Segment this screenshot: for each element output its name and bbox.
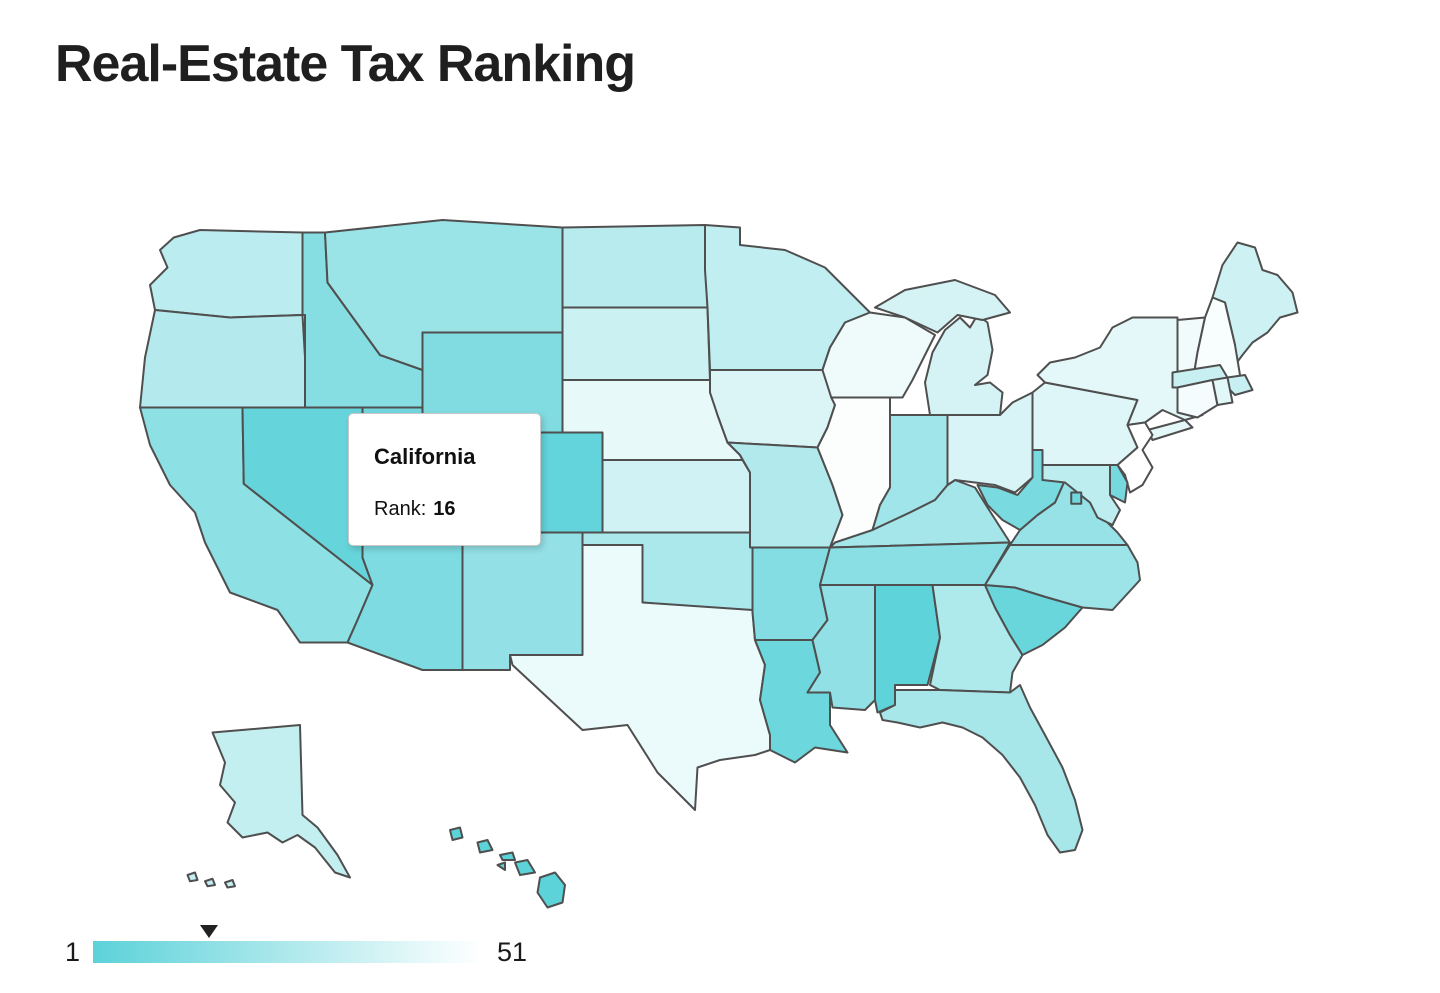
state-NY[interactable]	[1146, 419, 1194, 441]
legend-gradient-bar	[93, 941, 481, 963]
state-AK[interactable]	[186, 871, 199, 883]
state-HI[interactable]	[514, 859, 536, 876]
state-HI[interactable]	[536, 871, 566, 909]
state-NM[interactable]	[461, 531, 584, 671]
legend-marker-triangle-icon	[200, 925, 219, 938]
state-KS[interactable]	[601, 459, 751, 534]
state-AK[interactable]	[204, 877, 216, 888]
tooltip-rank-value: 16	[433, 498, 456, 520]
state-AR[interactable]	[751, 546, 831, 641]
state-HI[interactable]	[499, 851, 516, 861]
legend-max-label: 51	[497, 937, 528, 967]
tooltip-state-name: California	[374, 444, 476, 469]
state-HI[interactable]	[476, 839, 494, 854]
state-AZ[interactable]	[346, 531, 464, 671]
state-MI[interactable]	[874, 279, 1011, 334]
state-DC[interactable]	[1070, 491, 1083, 505]
state-NJ[interactable]	[1116, 421, 1154, 494]
state-tooltip: California Rank: 16	[348, 413, 541, 546]
state-NC[interactable]	[984, 544, 1141, 611]
state-HI[interactable]	[496, 861, 506, 871]
state-IA[interactable]	[709, 369, 836, 449]
state-OH[interactable]	[946, 391, 1034, 494]
state-HI[interactable]	[449, 826, 464, 841]
state-WI[interactable]	[821, 311, 936, 399]
page-title: Real-Estate Tax Ranking	[55, 35, 636, 93]
state-TN[interactable]	[819, 541, 1011, 586]
state-AK[interactable]	[211, 724, 351, 879]
us-choropleth-map	[139, 219, 1299, 909]
tooltip-rank-row: Rank: 16	[374, 498, 530, 521]
state-AK[interactable]	[224, 879, 236, 889]
state-SD[interactable]	[561, 306, 711, 381]
state-OR[interactable]	[139, 309, 306, 409]
state-WA[interactable]	[149, 229, 304, 319]
state-ND[interactable]	[561, 224, 709, 309]
state-FL[interactable]	[879, 684, 1084, 854]
state-CT[interactable]	[1176, 379, 1219, 419]
tooltip-rank-label: Rank:	[374, 498, 427, 520]
state-MI[interactable]	[924, 314, 1004, 416]
legend-min-label: 1	[64, 937, 80, 967]
state-RI[interactable]	[1211, 376, 1234, 406]
